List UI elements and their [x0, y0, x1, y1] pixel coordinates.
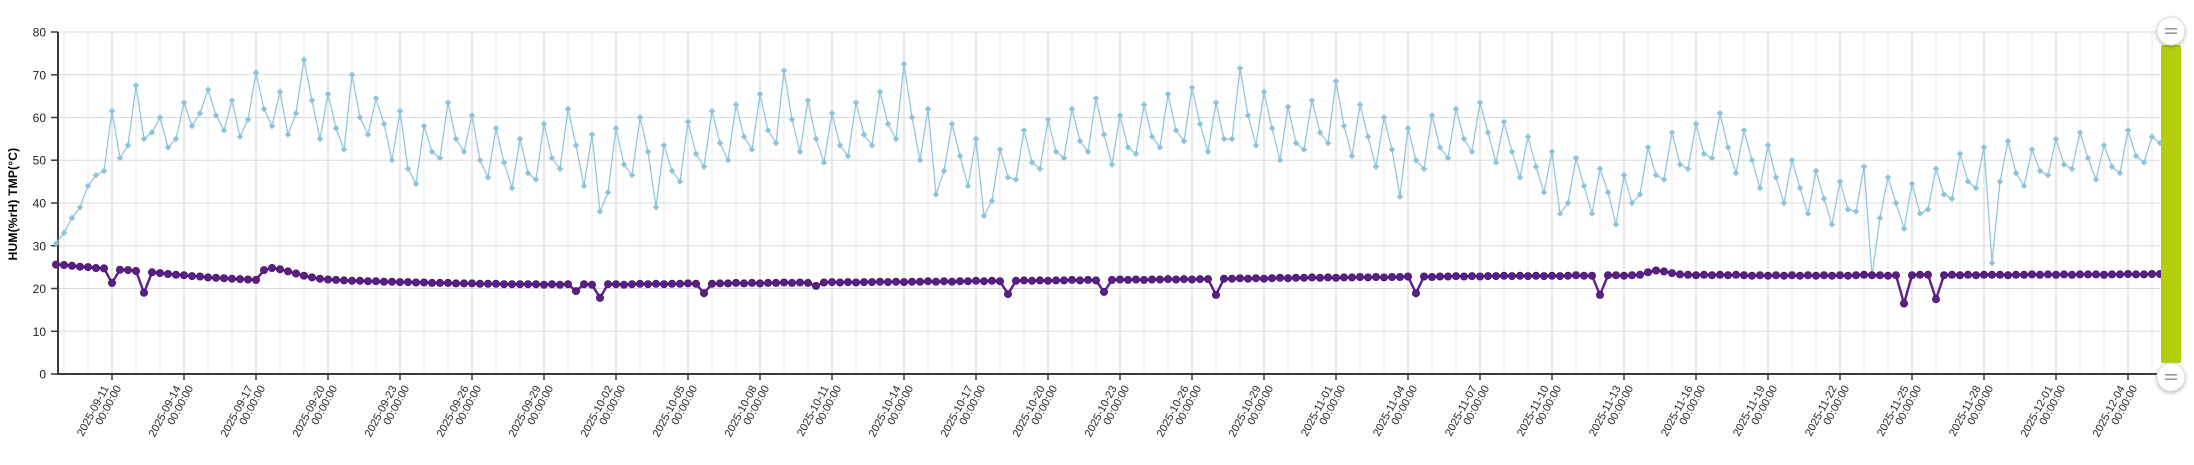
x-tick-label: 2025-09-1400:00:00 [147, 378, 197, 444]
y-tick-label: 30 [33, 239, 47, 253]
y-tick-label: 0 [39, 368, 46, 382]
x-tick-label: 2025-10-0800:00:00 [723, 378, 773, 444]
x-tick-label: 2025-10-2600:00:00 [1155, 378, 1205, 444]
series-hum [52, 56, 2164, 279]
x-tick-label: 2025-11-1900:00:00 [1731, 378, 1780, 443]
x-tick-label: 2025-11-2500:00:00 [1875, 378, 1924, 443]
x-tick-label: 2025-11-2800:00:00 [1947, 378, 1996, 443]
x-tick-label: 2025-11-1000:00:00 [1515, 378, 1564, 443]
range-slider[interactable] [2156, 16, 2186, 392]
x-tick-label: 2025-11-0400:00:00 [1371, 378, 1420, 443]
y-tick-label: 10 [33, 325, 47, 339]
x-tick-label: 2025-11-1300:00:00 [1587, 378, 1636, 443]
x-tick-label: 2025-10-0500:00:00 [651, 378, 701, 444]
y-axis-label: HUM(%rH) TMP(°C) [6, 147, 20, 261]
x-tick-label: 2025-12-0400:00:00 [2091, 378, 2141, 444]
grid [58, 31, 2160, 374]
x-tick-label: 2025-11-2200:00:00 [1803, 378, 1852, 443]
range-slider-top-handle[interactable] [2156, 16, 2186, 46]
x-tick-label: 2025-09-1100:00:00 [75, 378, 124, 443]
x-tick-label: 2025-10-2900:00:00 [1227, 378, 1277, 444]
x-tick-label: 2025-12-0100:00:00 [2019, 378, 2069, 444]
axes [51, 31, 2160, 380]
y-tick-label: 40 [33, 197, 47, 211]
x-tick-label: 2025-10-2300:00:00 [1083, 378, 1133, 444]
range-slider-bottom-handle[interactable] [2156, 362, 2186, 392]
y-tick-label: 50 [33, 154, 47, 168]
x-tick-label: 2025-09-2600:00:00 [435, 378, 485, 444]
x-tick-label: 2025-11-0100:00:00 [1299, 378, 1348, 443]
y-tick-label: 60 [33, 111, 47, 125]
x-tick-label: 2025-10-1400:00:00 [867, 378, 917, 444]
y-tick-label: 80 [33, 26, 47, 40]
x-tick-label: 2025-09-2900:00:00 [507, 378, 557, 444]
x-tick-label: 2025-10-1100:00:00 [795, 378, 844, 443]
x-tick-label: 2025-10-2000:00:00 [1011, 378, 1061, 444]
range-slider-bar[interactable] [2161, 45, 2181, 363]
x-tick-label: 2025-10-1700:00:00 [939, 378, 989, 444]
x-tick-label: 2025-09-1700:00:00 [219, 378, 269, 444]
x-tick-label: 2025-10-0200:00:00 [579, 378, 629, 444]
x-tick-label: 2025-11-0700:00:00 [1443, 378, 1492, 443]
y-tick-label: 20 [33, 282, 47, 296]
x-tick-label: 2025-09-2300:00:00 [363, 378, 413, 444]
x-tick-label: 2025-09-2000:00:00 [291, 378, 341, 444]
series-tmp [52, 260, 2164, 308]
x-tick-label: 2025-11-1600:00:00 [1659, 378, 1708, 443]
y-tick-label: 70 [33, 68, 47, 82]
